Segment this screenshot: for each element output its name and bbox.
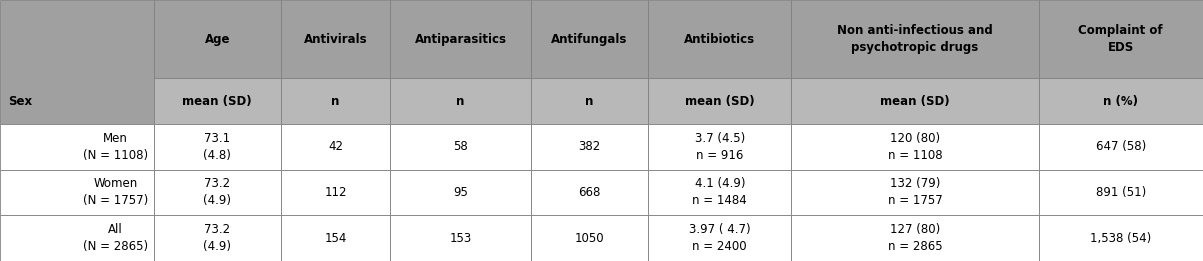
Bar bbox=[0, 215, 154, 261]
Bar bbox=[154, 124, 280, 170]
Text: n (%): n (%) bbox=[1103, 95, 1138, 108]
Text: Age: Age bbox=[205, 33, 230, 46]
Bar bbox=[154, 0, 280, 78]
Text: 647 (58): 647 (58) bbox=[1096, 140, 1146, 153]
Bar bbox=[648, 78, 792, 124]
Text: Men
(N = 1108): Men (N = 1108) bbox=[83, 132, 148, 162]
Text: Antibiotics: Antibiotics bbox=[685, 33, 755, 46]
Bar bbox=[154, 170, 280, 215]
Text: 154: 154 bbox=[325, 232, 346, 245]
Bar bbox=[531, 170, 648, 215]
Bar bbox=[792, 170, 1038, 215]
Bar bbox=[531, 215, 648, 261]
Bar bbox=[0, 124, 154, 170]
Bar bbox=[792, 124, 1038, 170]
Text: n: n bbox=[331, 95, 339, 108]
Text: 1,538 (54): 1,538 (54) bbox=[1090, 232, 1151, 245]
Text: n: n bbox=[586, 95, 593, 108]
Bar bbox=[1038, 170, 1203, 215]
Text: 153: 153 bbox=[450, 232, 472, 245]
Bar bbox=[648, 170, 792, 215]
Text: 382: 382 bbox=[579, 140, 600, 153]
Text: 42: 42 bbox=[328, 140, 343, 153]
Text: mean (SD): mean (SD) bbox=[183, 95, 251, 108]
Text: 95: 95 bbox=[454, 186, 468, 199]
Text: 668: 668 bbox=[579, 186, 600, 199]
Bar bbox=[1038, 0, 1203, 78]
Bar bbox=[792, 78, 1038, 124]
Text: 3.97 ( 4.7)
n = 2400: 3.97 ( 4.7) n = 2400 bbox=[689, 223, 751, 253]
Bar bbox=[531, 124, 648, 170]
Text: 120 (80)
n = 1108: 120 (80) n = 1108 bbox=[888, 132, 942, 162]
Bar bbox=[0, 0, 154, 124]
Text: 132 (79)
n = 1757: 132 (79) n = 1757 bbox=[888, 177, 942, 207]
Bar bbox=[648, 215, 792, 261]
Bar bbox=[390, 78, 531, 124]
Text: 73.2
(4.9): 73.2 (4.9) bbox=[203, 177, 231, 207]
Bar bbox=[792, 0, 1038, 78]
Text: n: n bbox=[456, 95, 464, 108]
Text: 1050: 1050 bbox=[575, 232, 604, 245]
Text: mean (SD): mean (SD) bbox=[685, 95, 754, 108]
Bar bbox=[280, 215, 390, 261]
Bar bbox=[280, 78, 390, 124]
Text: 3.7 (4.5)
n = 916: 3.7 (4.5) n = 916 bbox=[694, 132, 745, 162]
Text: 127 (80)
n = 2865: 127 (80) n = 2865 bbox=[888, 223, 942, 253]
Text: Women
(N = 1757): Women (N = 1757) bbox=[83, 177, 148, 207]
Bar bbox=[390, 215, 531, 261]
Bar bbox=[1038, 124, 1203, 170]
Bar bbox=[531, 78, 648, 124]
Bar bbox=[280, 170, 390, 215]
Bar bbox=[154, 78, 280, 124]
Text: Antiparasitics: Antiparasitics bbox=[415, 33, 506, 46]
Text: Complaint of
EDS: Complaint of EDS bbox=[1078, 24, 1163, 54]
Bar bbox=[792, 215, 1038, 261]
Bar bbox=[280, 124, 390, 170]
Text: All
(N = 2865): All (N = 2865) bbox=[83, 223, 148, 253]
Text: 4.1 (4.9)
n = 1484: 4.1 (4.9) n = 1484 bbox=[693, 177, 747, 207]
Bar bbox=[531, 0, 648, 78]
Text: 891 (51): 891 (51) bbox=[1096, 186, 1146, 199]
Text: Non anti-infectious and
psychotropic drugs: Non anti-infectious and psychotropic dru… bbox=[837, 24, 992, 54]
Text: 73.2
(4.9): 73.2 (4.9) bbox=[203, 223, 231, 253]
Bar bbox=[1038, 78, 1203, 124]
Text: 73.1
(4.8): 73.1 (4.8) bbox=[203, 132, 231, 162]
Bar bbox=[390, 124, 531, 170]
Bar bbox=[1038, 215, 1203, 261]
Text: mean (SD): mean (SD) bbox=[881, 95, 949, 108]
Bar bbox=[0, 170, 154, 215]
Text: 112: 112 bbox=[325, 186, 346, 199]
Text: 58: 58 bbox=[454, 140, 468, 153]
Bar bbox=[280, 0, 390, 78]
Text: Antifungals: Antifungals bbox=[551, 33, 628, 46]
Bar bbox=[154, 215, 280, 261]
Text: Antivirals: Antivirals bbox=[303, 33, 367, 46]
Bar bbox=[648, 124, 792, 170]
Bar bbox=[648, 0, 792, 78]
Text: Sex: Sex bbox=[8, 95, 32, 108]
Bar bbox=[390, 170, 531, 215]
Bar bbox=[390, 0, 531, 78]
